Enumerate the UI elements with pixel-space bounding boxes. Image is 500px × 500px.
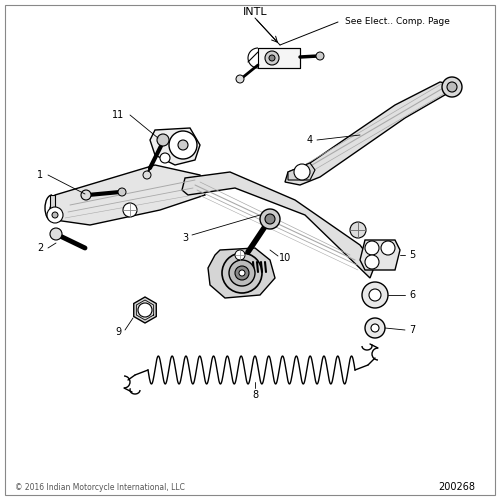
Circle shape	[52, 212, 58, 218]
Text: 3: 3	[182, 233, 188, 243]
Circle shape	[442, 77, 462, 97]
Circle shape	[350, 222, 366, 238]
Circle shape	[157, 134, 169, 146]
Circle shape	[294, 164, 310, 180]
Circle shape	[50, 228, 62, 240]
Circle shape	[169, 131, 197, 159]
Polygon shape	[288, 163, 315, 180]
Circle shape	[47, 207, 63, 223]
Text: 7: 7	[409, 325, 415, 335]
Circle shape	[265, 51, 279, 65]
Text: 200268: 200268	[438, 482, 475, 492]
Polygon shape	[50, 165, 205, 225]
Circle shape	[362, 282, 388, 308]
Circle shape	[143, 171, 151, 179]
Circle shape	[369, 289, 381, 301]
Polygon shape	[150, 128, 200, 165]
Circle shape	[222, 253, 262, 293]
Text: 4: 4	[307, 135, 313, 145]
Text: 5: 5	[409, 250, 415, 260]
Polygon shape	[360, 240, 400, 270]
Circle shape	[118, 188, 126, 196]
Circle shape	[229, 260, 255, 286]
Circle shape	[236, 75, 244, 83]
Text: 6: 6	[409, 290, 415, 300]
Text: 1: 1	[37, 170, 43, 180]
Circle shape	[239, 270, 245, 276]
Circle shape	[365, 318, 385, 338]
Polygon shape	[258, 48, 300, 68]
Circle shape	[235, 250, 245, 260]
Circle shape	[381, 241, 395, 255]
Text: 9: 9	[115, 327, 121, 337]
Circle shape	[316, 52, 324, 60]
Circle shape	[365, 255, 379, 269]
Polygon shape	[50, 195, 55, 220]
Circle shape	[447, 82, 457, 92]
Circle shape	[260, 209, 280, 229]
Polygon shape	[182, 172, 375, 278]
Circle shape	[235, 266, 249, 280]
Circle shape	[365, 241, 379, 255]
Polygon shape	[285, 82, 455, 185]
Text: INTL: INTL	[242, 7, 268, 17]
Text: 11: 11	[112, 110, 124, 120]
Polygon shape	[134, 297, 156, 323]
Circle shape	[81, 190, 91, 200]
Text: 8: 8	[252, 390, 258, 400]
Circle shape	[138, 303, 152, 317]
Text: © 2016 Indian Motorcycle International, LLC: © 2016 Indian Motorcycle International, …	[15, 482, 185, 492]
Circle shape	[123, 203, 137, 217]
Circle shape	[371, 324, 379, 332]
Circle shape	[269, 55, 275, 61]
Circle shape	[160, 153, 170, 163]
Circle shape	[178, 140, 188, 150]
Text: 10: 10	[279, 253, 291, 263]
Circle shape	[265, 214, 275, 224]
Text: See Elect.. Comp. Page: See Elect.. Comp. Page	[345, 18, 450, 26]
Text: 2: 2	[37, 243, 43, 253]
Polygon shape	[208, 248, 275, 298]
